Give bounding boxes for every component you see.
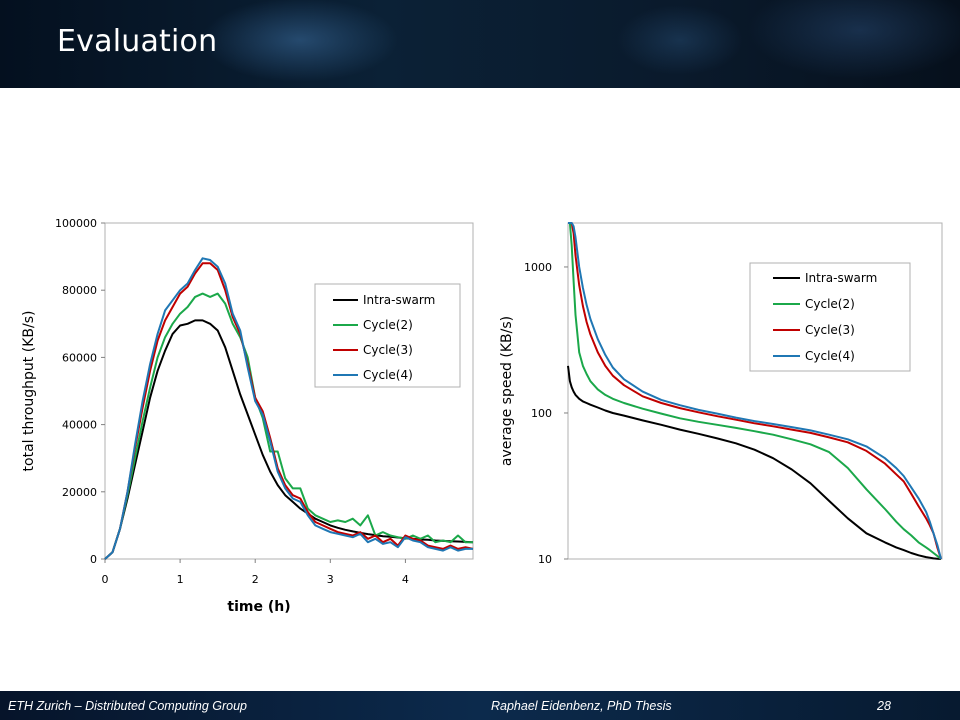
legend-label: Intra-swarm xyxy=(363,293,435,307)
y-axis-label: total throughput (KB/s) xyxy=(21,311,37,472)
y-tick-label: 10 xyxy=(538,553,552,566)
y-tick-label: 60000 xyxy=(62,351,97,364)
x-tick-label: 4 xyxy=(402,573,409,586)
title-bar: Evaluation xyxy=(0,0,960,88)
legend-label: Cycle(4) xyxy=(363,368,413,382)
y-tick-label: 1000 xyxy=(524,261,552,274)
y-tick-label: 100000 xyxy=(55,217,97,230)
y-tick-label: 20000 xyxy=(62,486,97,499)
series-line-cycle-3 xyxy=(568,222,942,560)
x-axis-label: time (h) xyxy=(227,599,290,615)
series-line-cycle-3 xyxy=(104,262,474,560)
footer-institution: ETH Zurich – Distributed Computing Group xyxy=(8,699,247,713)
x-tick-label: 2 xyxy=(252,573,259,586)
series-line-cycle-2 xyxy=(104,292,473,560)
legend-label: Cycle(2) xyxy=(805,297,855,311)
series-line-cycle-4 xyxy=(104,257,473,560)
footer-bar: ETH Zurich – Distributed Computing Group… xyxy=(0,691,960,720)
speed-chart: 10 100 1000 average speed (KB/s) Intra-swa… xyxy=(499,222,943,566)
legend-label: Intra-swarm xyxy=(805,271,877,285)
plot-area xyxy=(104,222,474,560)
y-tick-label: 100 xyxy=(531,407,552,420)
legend-label: Cycle(3) xyxy=(363,343,413,357)
page-title: Evaluation xyxy=(57,24,218,59)
x-tick-label: 1 xyxy=(177,573,184,586)
y-tick-label: 0 xyxy=(90,553,97,566)
x-tick-label: 0 xyxy=(102,573,109,586)
legend-label: Cycle(4) xyxy=(805,349,855,363)
throughput-chart: 0 20000 40000 60000 80000 100000 0 1 2 3 4 total … xyxy=(21,217,474,615)
footer-author: Raphael Eidenbenz, PhD Thesis xyxy=(491,699,672,713)
y-axis-label: average speed (KB/s) xyxy=(499,316,515,466)
legend: Intra-swarm Cycle(2) Cycle(3) Cycle(4) xyxy=(314,283,461,388)
series-line-intra-swarm xyxy=(567,365,942,560)
page-number: 28 xyxy=(877,699,891,713)
y-tick-label: 40000 xyxy=(62,419,97,432)
legend-label: Cycle(2) xyxy=(363,318,413,332)
y-tick-label: 80000 xyxy=(62,284,97,297)
series-line-cycle-4 xyxy=(568,222,942,560)
series-line-cycle-2 xyxy=(568,222,942,560)
x-tick-label: 3 xyxy=(327,573,334,586)
legend: Intra-swarm Cycle(2) Cycle(3) Cycle(4) xyxy=(749,262,911,372)
legend-label: Cycle(3) xyxy=(805,323,855,337)
